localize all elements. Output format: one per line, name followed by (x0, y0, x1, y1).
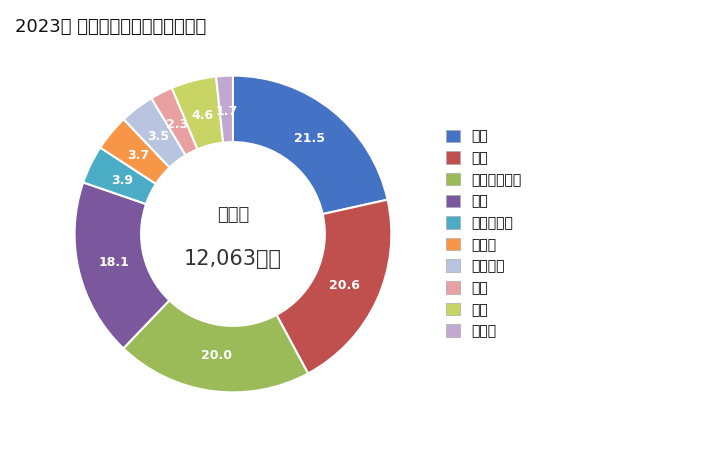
Wedge shape (172, 76, 223, 149)
Text: 2.3: 2.3 (167, 118, 189, 131)
Wedge shape (74, 182, 170, 348)
Wedge shape (100, 119, 170, 184)
Text: 12,063万円: 12,063万円 (184, 249, 282, 270)
Wedge shape (123, 300, 308, 392)
Text: 4.6: 4.6 (191, 108, 213, 122)
Text: 20.0: 20.0 (201, 349, 232, 362)
Wedge shape (277, 200, 392, 374)
Wedge shape (83, 148, 156, 204)
Legend: 米国, 台湾, シンガポール, タイ, マレーシア, ドイツ, フランス, 中国, 香港, その他: 米国, 台湾, シンガポール, タイ, マレーシア, ドイツ, フランス, 中国… (446, 130, 521, 338)
Wedge shape (124, 98, 186, 167)
Text: 総　額: 総 額 (217, 206, 249, 224)
Text: 18.1: 18.1 (98, 256, 129, 270)
Text: 3.5: 3.5 (148, 130, 170, 143)
Text: 21.5: 21.5 (294, 132, 325, 145)
Text: 3.7: 3.7 (127, 149, 150, 162)
Wedge shape (233, 76, 387, 214)
Text: 20.6: 20.6 (329, 279, 360, 292)
Text: 1.7: 1.7 (215, 105, 237, 118)
Wedge shape (216, 76, 233, 143)
Wedge shape (151, 88, 197, 155)
Text: 2023年 輸出相手国のシェア（％）: 2023年 輸出相手国のシェア（％） (15, 18, 206, 36)
Text: 3.9: 3.9 (111, 174, 134, 187)
